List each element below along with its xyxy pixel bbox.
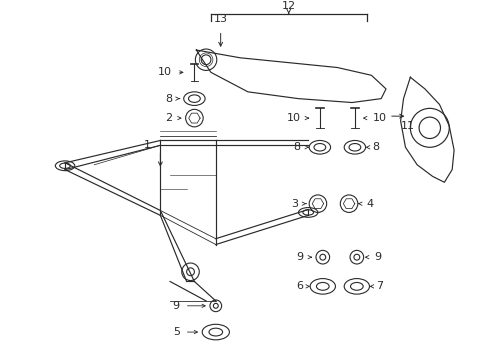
Text: 7: 7 [376,282,383,291]
Text: 5: 5 [172,327,180,337]
Text: 12: 12 [281,1,295,11]
Text: 6: 6 [296,282,303,291]
Text: 8: 8 [164,94,172,104]
Text: 10: 10 [372,113,386,123]
Text: 9: 9 [374,252,381,262]
Text: 10: 10 [158,67,172,77]
Text: 11: 11 [400,121,414,131]
Text: 9: 9 [296,252,303,262]
Text: 4: 4 [366,199,373,209]
Text: 3: 3 [291,199,298,209]
Text: 1: 1 [143,140,150,150]
Text: 8: 8 [372,142,379,152]
Text: 2: 2 [164,113,172,123]
Text: 10: 10 [286,113,300,123]
Text: 8: 8 [293,142,300,152]
Text: 13: 13 [213,14,227,24]
Text: 9: 9 [172,301,180,311]
